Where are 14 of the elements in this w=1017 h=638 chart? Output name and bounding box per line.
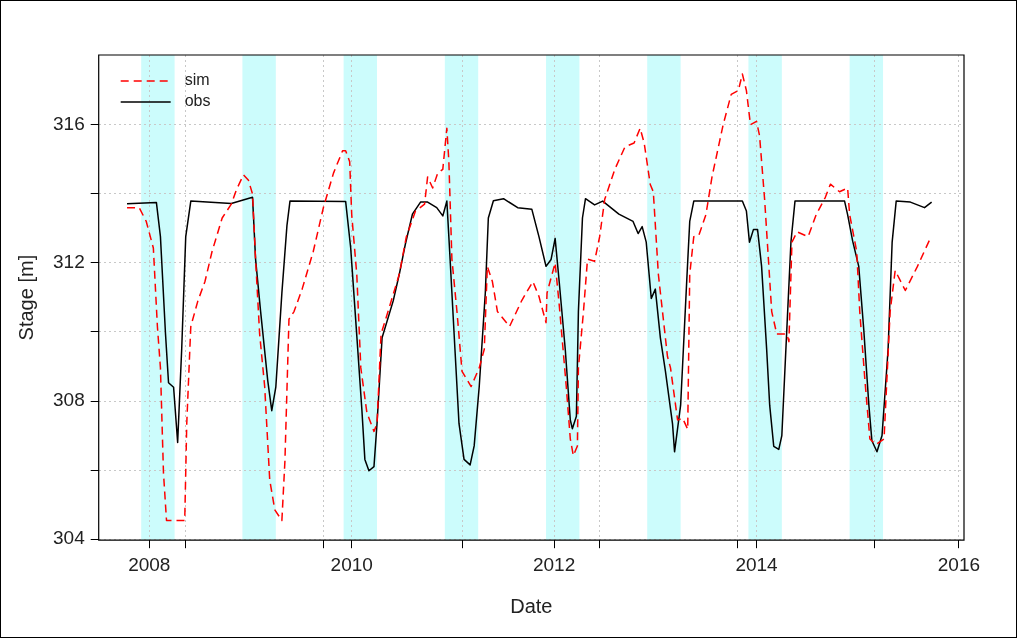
x-tick-label: 2016	[937, 553, 981, 575]
y-tick-label: 308	[53, 389, 85, 411]
y-axis-title: Stage [m]	[14, 254, 37, 341]
y-tick-label: 316	[53, 112, 85, 134]
y-tick-label: 312	[53, 251, 85, 273]
x-tick-label: 2012	[532, 553, 576, 575]
legend-label: obs	[184, 92, 211, 110]
x-tick-label: 2008	[128, 553, 171, 575]
line-series	[126, 73, 932, 522]
legend-label: sim	[184, 71, 210, 89]
y-tick-label: 304	[53, 527, 86, 549]
x-tick-label: 2010	[330, 553, 373, 575]
x-tick-label: 2014	[735, 553, 779, 575]
x-axis-title: Date	[510, 594, 553, 617]
